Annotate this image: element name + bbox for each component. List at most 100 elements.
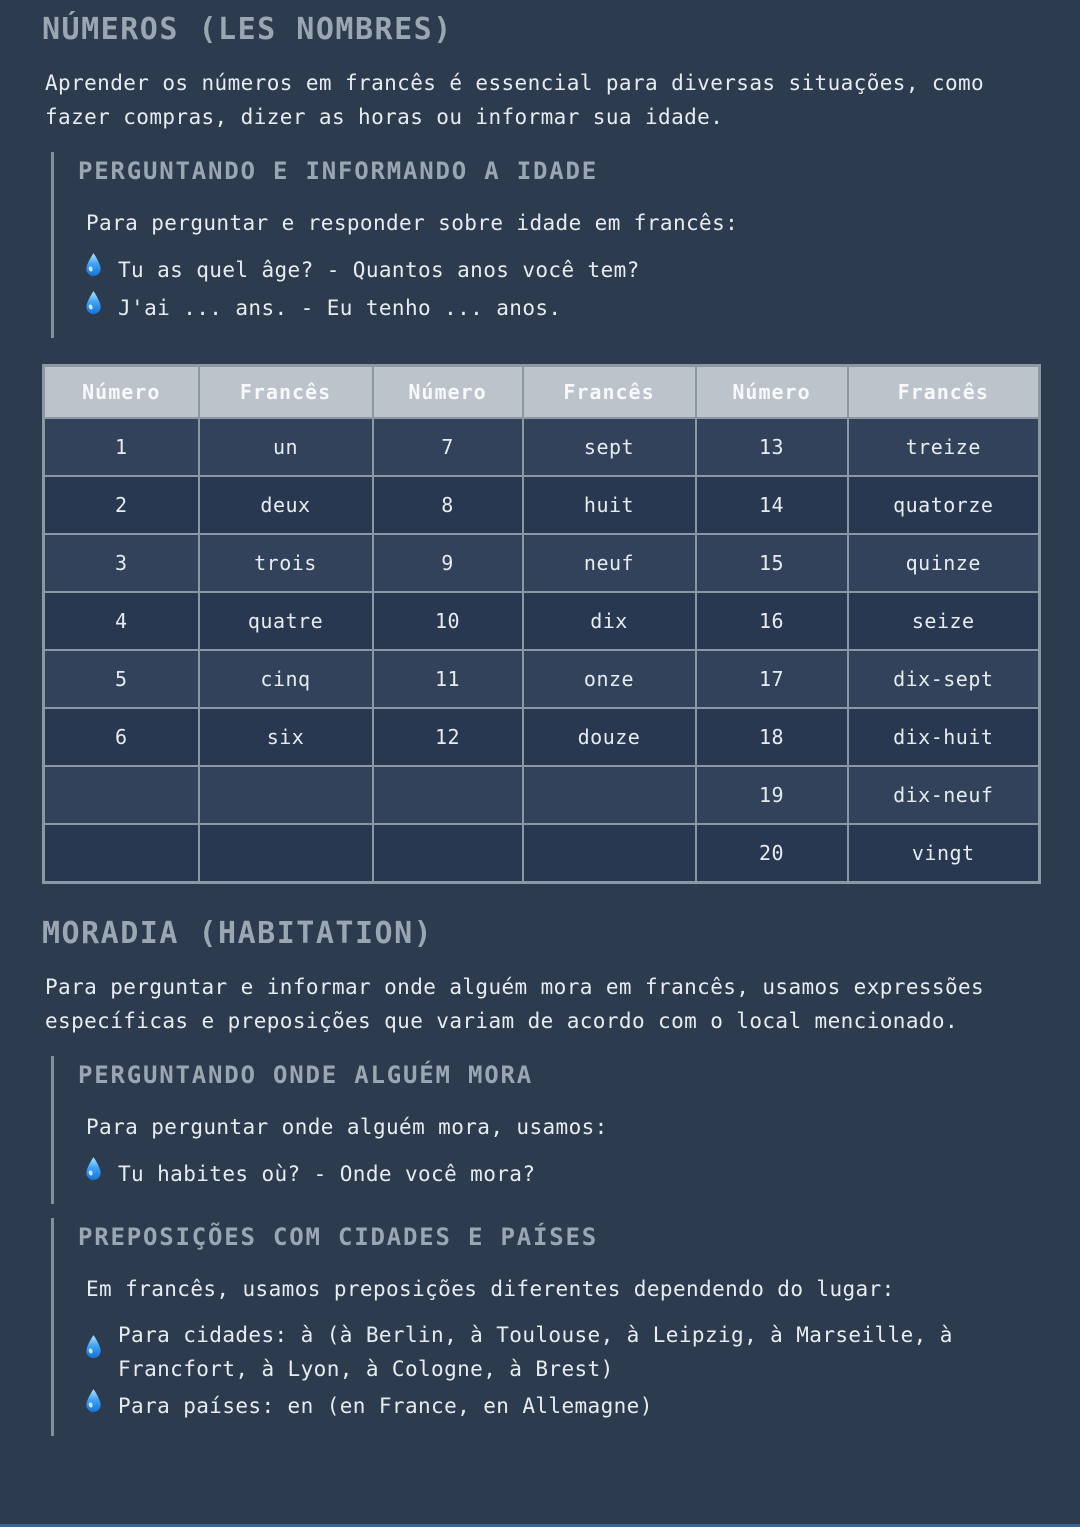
prepositions-heading: PREPOSIÇÕES COM CIDADES E PAÍSES (78, 1223, 598, 1251)
asking-where-lead: Para perguntar onde alguém mora, usamos: (86, 1115, 608, 1139)
table-cell: 3 (42, 533, 200, 593)
table-cell (42, 823, 200, 884)
age-callout-lead: Para perguntar e responder sobre idade e… (86, 211, 739, 235)
table-cell (42, 765, 200, 825)
table-row: 20 vingt (42, 823, 1041, 884)
table-cell: 8 (371, 475, 524, 535)
table-cell: onze (521, 649, 697, 709)
table-cell: 15 (694, 533, 849, 593)
age-callout-heading: PERGUNTANDO E INFORMANDO A IDADE (78, 157, 598, 185)
droplet-icon (84, 290, 103, 326)
list-item: Tu habites où? - Onde você mora? (84, 1156, 1014, 1192)
page-title: NÚMEROS (LES NOMBRES) (42, 12, 453, 47)
table-cell: 20 (694, 823, 849, 884)
list-item-text: Tu as quel âge? - Quantos anos você tem? (118, 258, 640, 282)
asking-where-bullet-list: Tu habites où? - Onde você mora? (78, 1156, 1038, 1192)
table-body: 1 un 7 sept 13 treize 2 deux 8 huit 14 (42, 417, 1041, 884)
table-cell: 6 (42, 707, 200, 767)
droplet-icon (84, 1388, 103, 1424)
table-cell (521, 765, 697, 825)
table-header-cell: Número (371, 364, 524, 419)
table-head: Número Francês Número Francês Número Fra… (42, 364, 1041, 419)
table-header-cell: Francês (846, 364, 1041, 419)
table-cell: un (197, 417, 374, 477)
table-cell: six (197, 707, 374, 767)
table-cell: 13 (694, 417, 849, 477)
list-item: Para países: en (en France, en Allemagne… (84, 1388, 1014, 1424)
table-row: 6 six 12 douze 18 dix-huit (42, 707, 1041, 767)
table-cell (197, 823, 374, 884)
table-cell (197, 765, 374, 825)
list-item-text: J'ai ... ans. - Eu tenho ... anos. (118, 296, 562, 320)
table-cell: 12 (371, 707, 524, 767)
table-cell: neuf (521, 533, 697, 593)
age-callout: PERGUNTANDO E INFORMANDO A IDADE Para pe… (51, 152, 1038, 338)
table-cell: deux (197, 475, 374, 535)
prepositions-lead: Em francês, usamos preposições diferente… (86, 1277, 895, 1301)
table-cell: treize (846, 417, 1041, 477)
footer-bar (0, 1524, 1080, 1527)
table-cell (371, 765, 524, 825)
table-cell: 7 (371, 417, 524, 477)
table-cell: dix-huit (846, 707, 1041, 767)
table-cell: 9 (371, 533, 524, 593)
table-cell: dix (521, 591, 697, 651)
table-cell: quinze (846, 533, 1041, 593)
droplet-icon (84, 1156, 103, 1192)
table-cell: 10 (371, 591, 524, 651)
list-item: J'ai ... ans. - Eu tenho ... anos. (84, 290, 1014, 326)
table-cell: dix-sept (846, 649, 1041, 709)
table-cell: 5 (42, 649, 200, 709)
table-cell: douze (521, 707, 697, 767)
droplet-icon (84, 1334, 103, 1370)
table-cell: 4 (42, 591, 200, 651)
table-cell: 18 (694, 707, 849, 767)
droplet-icon (84, 252, 103, 288)
table-cell: 17 (694, 649, 849, 709)
table-cell: cinq (197, 649, 374, 709)
asking-where-callout: PERGUNTANDO ONDE ALGUÉM MORA Para pergun… (51, 1056, 1038, 1204)
table-cell: 1 (42, 417, 200, 477)
housing-section-title: MORADIA (HABITATION) (42, 916, 434, 951)
numbers-table: Número Francês Número Francês Número Fra… (42, 364, 1041, 884)
table-cell: seize (846, 591, 1041, 651)
table-header-cell: Número (694, 364, 849, 419)
table-cell: 16 (694, 591, 849, 651)
table-header-cell: Número (42, 364, 200, 419)
housing-intro-text: Para perguntar e informar onde alguém mo… (45, 975, 985, 1033)
document-page: NÚMEROS (LES NOMBRES) Aprender os número… (42, 12, 1041, 1436)
table-cell: huit (521, 475, 697, 535)
table-row: 2 deux 8 huit 14 quatorze (42, 475, 1041, 535)
table-cell: quatre (197, 591, 374, 651)
table-cell: dix-neuf (846, 765, 1041, 825)
list-item-text: Tu habites où? - Onde você mora? (118, 1162, 536, 1186)
prepositions-callout: PREPOSIÇÕES COM CIDADES E PAÍSES Em fran… (51, 1218, 1038, 1436)
table-cell: 2 (42, 475, 200, 535)
list-item-text: Para cidades: à (à Berlin, à Toulouse, à… (118, 1323, 953, 1381)
table-cell (371, 823, 524, 884)
table-row: 19 dix-neuf (42, 765, 1041, 825)
numbers-section: NÚMEROS (LES NOMBRES) Aprender os número… (42, 12, 1041, 884)
numbers-intro-text: Aprender os números em francês é essenci… (45, 71, 985, 129)
table-cell: trois (197, 533, 374, 593)
table-cell: 14 (694, 475, 849, 535)
table-cell: sept (521, 417, 697, 477)
list-item: Tu as quel âge? - Quantos anos você tem? (84, 252, 1014, 288)
age-bullet-list: Tu as quel âge? - Quantos anos você tem?… (78, 252, 1038, 326)
table-cell: 19 (694, 765, 849, 825)
table-row: 5 cinq 11 onze 17 dix-sept (42, 649, 1041, 709)
table-cell (521, 823, 697, 884)
table-cell: quatorze (846, 475, 1041, 535)
list-item-text: Para países: en (en France, en Allemagne… (118, 1394, 653, 1418)
table-header-cell: Francês (521, 364, 697, 419)
table-header-row: Número Francês Número Francês Número Fra… (42, 364, 1041, 419)
prepositions-bullet-list: Para cidades: à (à Berlin, à Toulouse, à… (78, 1318, 1038, 1424)
list-item: Para cidades: à (à Berlin, à Toulouse, à… (84, 1318, 1014, 1386)
asking-where-heading: PERGUNTANDO ONDE ALGUÉM MORA (78, 1061, 533, 1089)
housing-section: MORADIA (HABITATION) Para perguntar e in… (42, 916, 1038, 1436)
table-row: 4 quatre 10 dix 16 seize (42, 591, 1041, 651)
table-row: 1 un 7 sept 13 treize (42, 417, 1041, 477)
table-header-cell: Francês (197, 364, 374, 419)
table-row: 3 trois 9 neuf 15 quinze (42, 533, 1041, 593)
table-cell: 11 (371, 649, 524, 709)
